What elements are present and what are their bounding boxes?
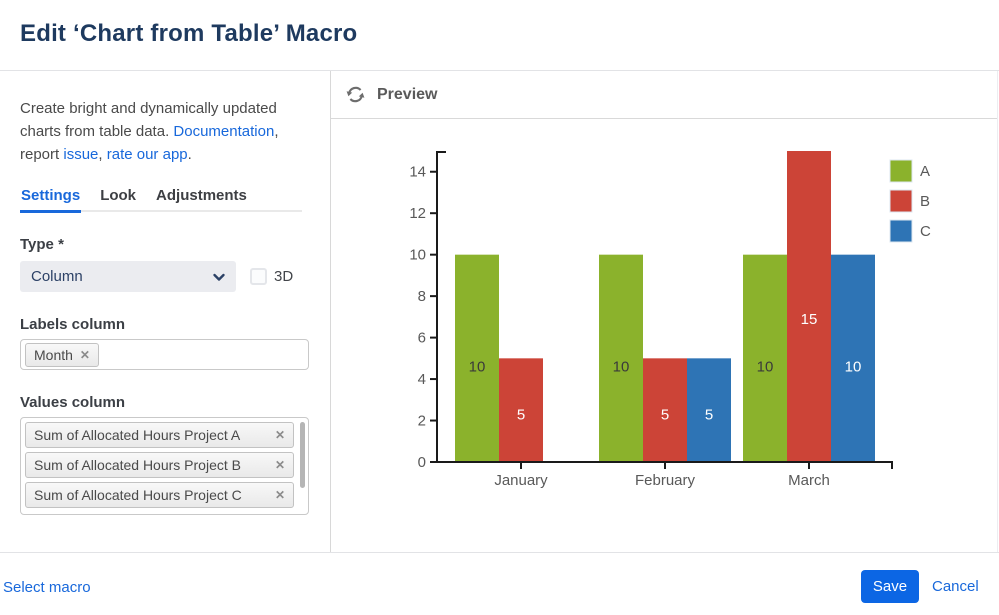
svg-text:10: 10 xyxy=(845,359,862,376)
rate-our-app-link[interactable]: rate our app xyxy=(106,146,188,163)
tag-label: Month xyxy=(34,347,73,363)
macro-description: Create bright and dynamically updated ch… xyxy=(20,97,314,166)
description-text: , report xyxy=(20,123,279,163)
svg-text:2: 2 xyxy=(418,413,426,430)
description-text: , xyxy=(98,146,107,163)
3d-checkbox[interactable] xyxy=(250,268,267,285)
report-issue-link[interactable]: issue xyxy=(63,146,99,163)
svg-text:5: 5 xyxy=(705,406,713,423)
tab-adjustments[interactable]: Adjustments xyxy=(156,187,247,204)
tab-settings[interactable]: Settings xyxy=(20,187,82,213)
type-field-label: Type * xyxy=(20,236,64,253)
tag-project-a: Sum of Allocated Hours Project A ✕ xyxy=(25,422,294,448)
svg-text:14: 14 xyxy=(409,164,426,181)
remove-tag-icon[interactable]: ✕ xyxy=(274,458,285,472)
page-title: Edit ‘Chart from Table’ Macro xyxy=(20,20,358,47)
tag-label: Sum of Allocated Hours Project B xyxy=(34,457,241,473)
macro-settings-panel: Create bright and dynamically updated ch… xyxy=(0,71,331,552)
labels-column-field-label: Labels column xyxy=(20,316,126,333)
tab-look[interactable]: Look xyxy=(100,187,137,204)
3d-checkbox-label: 3D xyxy=(274,268,294,285)
values-column-field-label: Values column xyxy=(20,394,126,411)
values-scrollbar[interactable] xyxy=(300,422,305,488)
svg-text:4: 4 xyxy=(418,371,426,388)
type-select-value: Column xyxy=(31,268,83,285)
preview-panel: Preview 10 10 10 5 5 15 5 10 0 2 4 6 8 10 12 14 January F… xyxy=(331,71,998,552)
svg-text:6: 6 xyxy=(418,330,426,347)
preview-chart: 10 10 10 5 5 15 5 10 0 2 4 6 8 10 12 14 January February M… xyxy=(409,151,931,489)
svg-text:10: 10 xyxy=(469,359,486,376)
remove-tag-icon[interactable]: ✕ xyxy=(79,348,90,362)
svg-text:January: January xyxy=(494,472,548,489)
tag-project-c: Sum of Allocated Hours Project C ✕ xyxy=(25,482,294,508)
description-text: . xyxy=(187,146,192,163)
save-button[interactable]: Save xyxy=(861,570,919,603)
preview-header: Preview xyxy=(331,71,997,119)
select-macro-link[interactable]: Select macro xyxy=(3,579,91,596)
remove-tag-icon[interactable]: ✕ xyxy=(274,428,285,442)
chevron-down-icon xyxy=(212,270,226,284)
tag-month: Month ✕ xyxy=(25,343,99,367)
header-divider xyxy=(0,70,999,71)
svg-text:15: 15 xyxy=(801,311,818,328)
preview-title: Preview xyxy=(377,85,438,103)
svg-text:5: 5 xyxy=(661,406,669,423)
labels-column-input[interactable]: Month ✕ xyxy=(20,339,309,370)
svg-text:February: February xyxy=(635,472,696,489)
svg-text:B: B xyxy=(920,193,930,210)
svg-text:10: 10 xyxy=(409,247,426,264)
refresh-icon[interactable] xyxy=(345,84,367,106)
documentation-link[interactable]: Documentation xyxy=(173,123,275,140)
remove-tag-icon[interactable]: ✕ xyxy=(274,488,285,502)
svg-text:C: C xyxy=(920,223,931,240)
svg-text:10: 10 xyxy=(613,359,630,376)
settings-tabs: Settings Look Adjustments xyxy=(20,186,302,213)
3d-checkbox-group: 3D xyxy=(250,268,293,285)
svg-text:10: 10 xyxy=(757,359,774,376)
cancel-link[interactable]: Cancel xyxy=(932,578,979,595)
svg-text:12: 12 xyxy=(409,205,426,222)
svg-text:March: March xyxy=(788,472,830,489)
tag-label: Sum of Allocated Hours Project A xyxy=(34,427,241,443)
footer-divider xyxy=(0,552,999,553)
svg-text:0: 0 xyxy=(418,454,426,471)
description-text: Create bright and dynamically updated ch… xyxy=(20,100,277,140)
svg-text:A: A xyxy=(920,163,930,180)
type-select[interactable]: Column xyxy=(20,261,236,292)
svg-text:5: 5 xyxy=(517,406,525,423)
tag-label: Sum of Allocated Hours Project C xyxy=(34,487,242,503)
svg-text:8: 8 xyxy=(418,288,426,305)
tag-project-b: Sum of Allocated Hours Project B ✕ xyxy=(25,452,294,478)
values-column-input[interactable]: Sum of Allocated Hours Project A ✕ Sum o… xyxy=(20,417,309,515)
